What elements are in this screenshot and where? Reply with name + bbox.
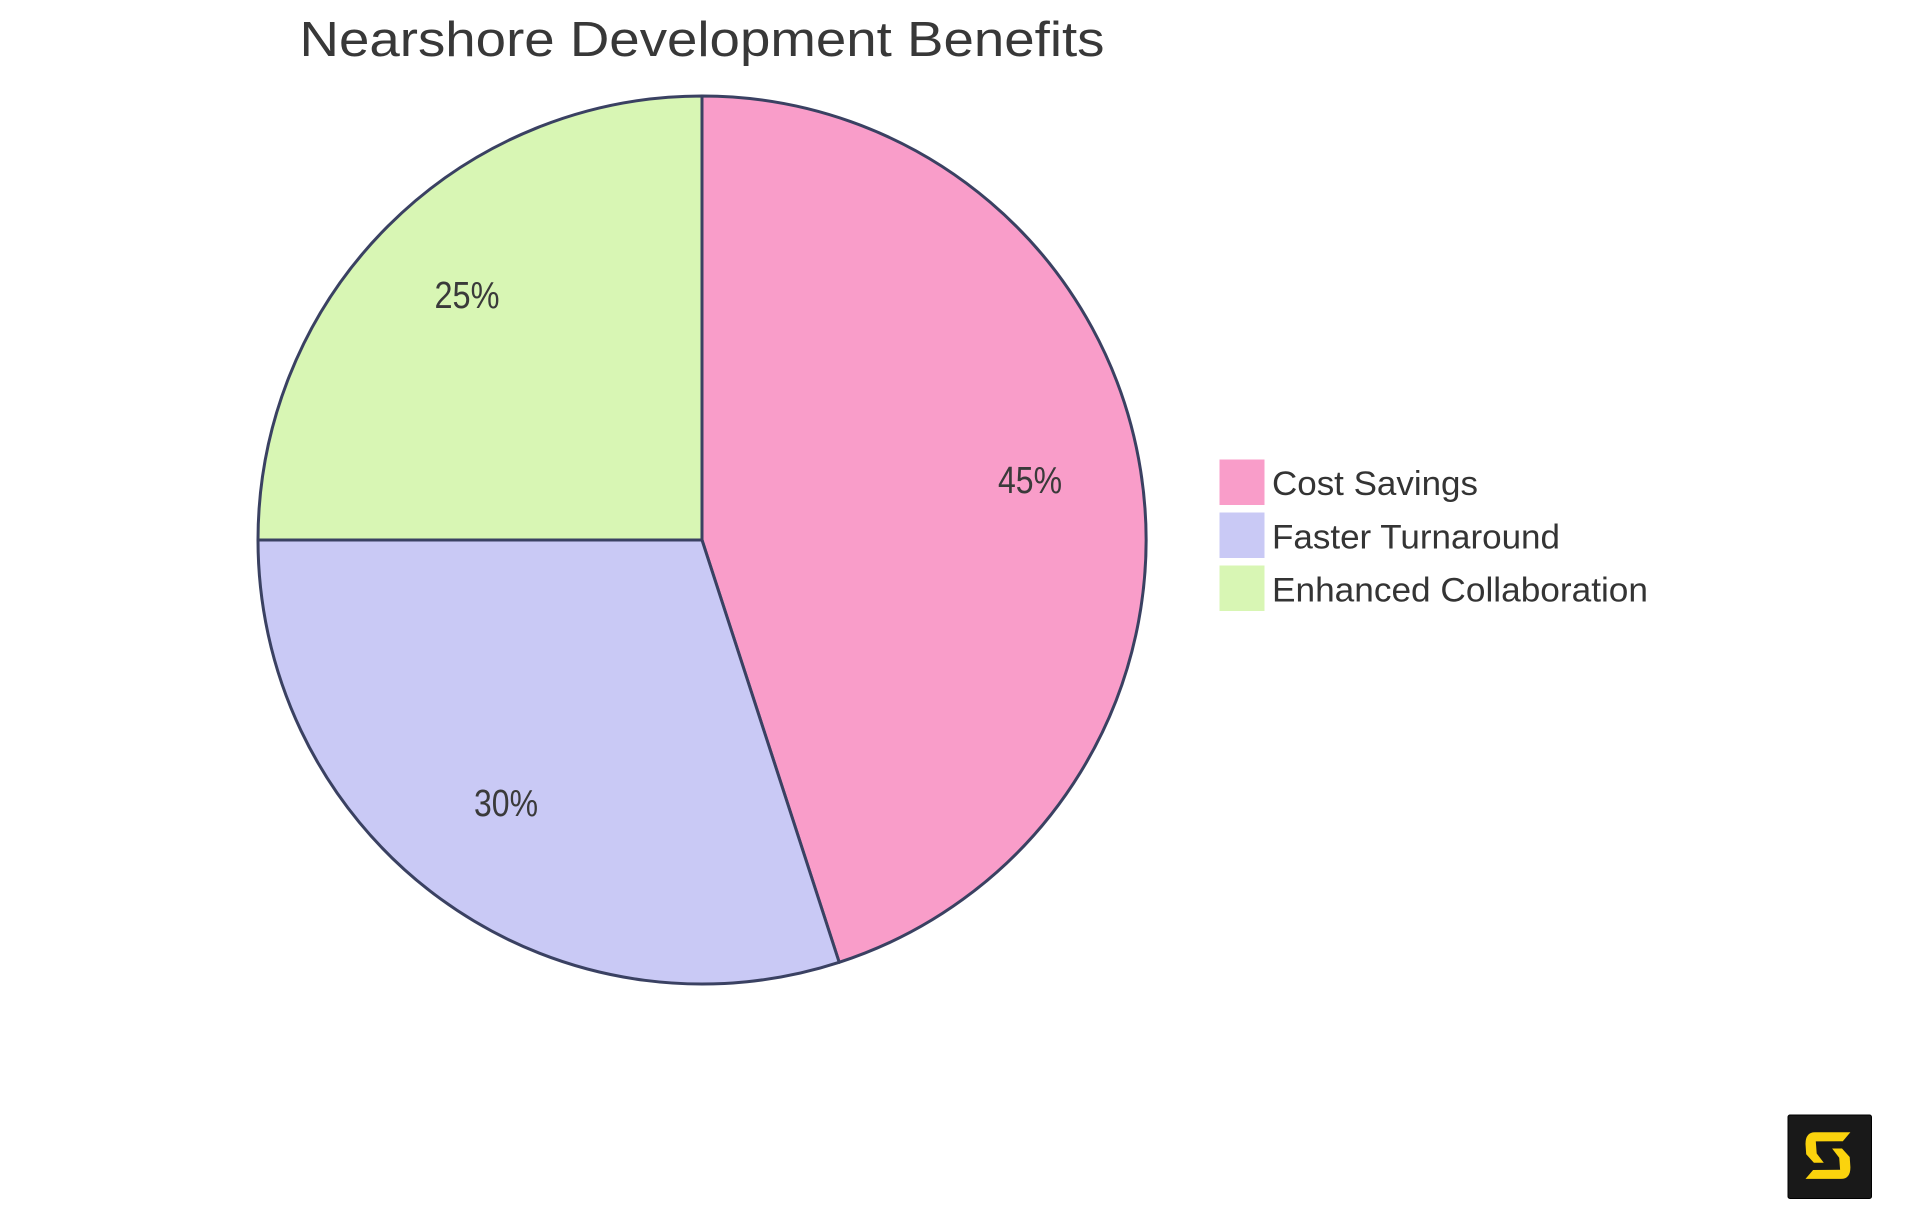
svg-text:25%: 25% [435,275,500,317]
svg-text:Nearshore Development Benefits: Nearshore Development Benefits [300,13,1105,67]
svg-text:45%: 45% [998,460,1062,502]
svg-text:Faster Turnaround: Faster Turnaround [1272,519,1560,557]
svg-text:Enhanced Collaboration: Enhanced Collaboration [1272,572,1648,610]
svg-text:Cost Savings: Cost Savings [1272,465,1478,503]
svg-text:30%: 30% [474,783,538,825]
